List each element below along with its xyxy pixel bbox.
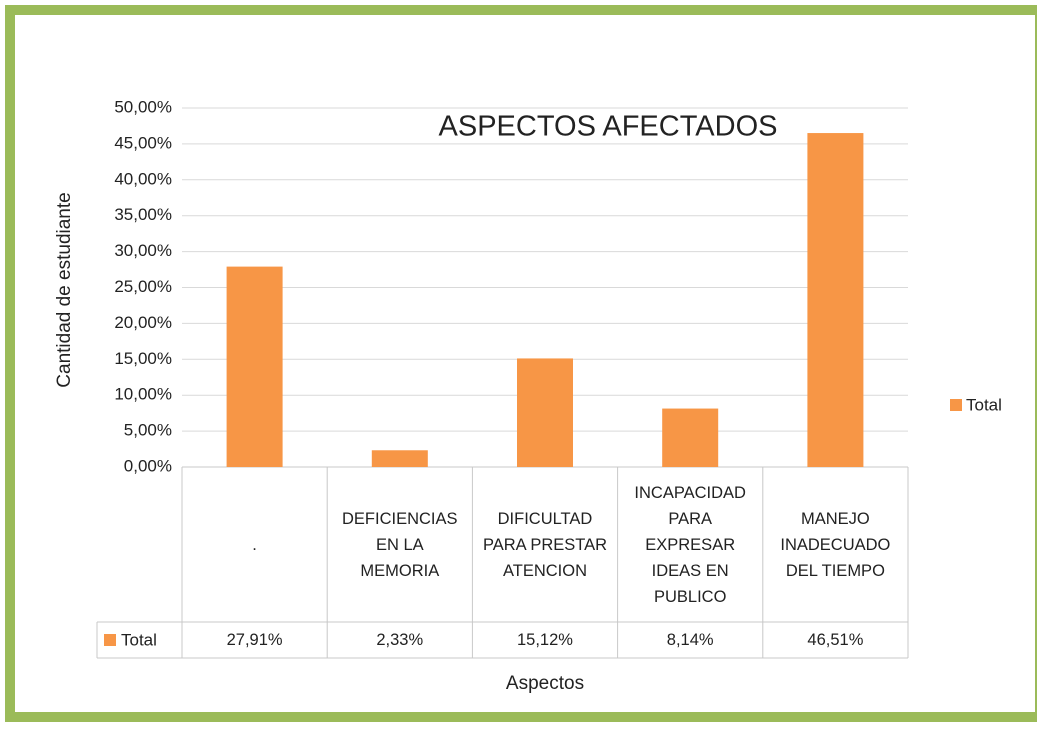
table-legend-key	[104, 634, 116, 646]
y-tick-label: 45,00%	[114, 133, 172, 152]
y-tick-label: 10,00%	[114, 385, 172, 404]
legend-key	[950, 399, 962, 411]
y-tick-label: 20,00%	[114, 313, 172, 332]
y-tick-label: 40,00%	[114, 169, 172, 188]
bar	[371, 450, 428, 467]
table-value: 46,51%	[807, 631, 864, 649]
table-value: 15,12%	[517, 631, 573, 649]
bar	[662, 408, 719, 467]
y-tick-label: 30,00%	[114, 241, 172, 260]
x-tick-label: MANEJO INADECUADO DEL TIEMPO	[780, 509, 891, 580]
y-tick-label: 15,00%	[114, 349, 172, 368]
x-tick-label: .	[252, 535, 257, 554]
bar	[807, 133, 864, 467]
x-tick-label: DEFICIENCIAS EN LA MEMORIA	[342, 509, 458, 580]
table-value: 8,14%	[666, 631, 714, 649]
y-axis-label: Cantidad de estudiante	[54, 192, 75, 387]
table-value: 27,91%	[226, 631, 283, 649]
chart-title: ASPECTOS AFECTADOS	[439, 111, 778, 143]
frame	[5, 5, 1037, 722]
y-tick-label: 5,00%	[124, 421, 172, 440]
bar	[517, 358, 573, 467]
x-axis-label: Aspectos	[506, 673, 584, 694]
x-tick-label: INCAPACIDAD PARA EXPRESAR IDEAS EN PUBLI…	[634, 483, 746, 606]
table-row-header: Total	[121, 630, 157, 649]
bar	[226, 266, 283, 467]
y-tick-label: 35,00%	[114, 205, 172, 224]
legend-label: Total	[966, 395, 1002, 414]
x-tick-label: DIFICULTAD PARA PRESTAR ATENCION	[482, 509, 608, 580]
y-tick-label: 25,00%	[114, 277, 172, 296]
y-tick-label: 0,00%	[124, 456, 172, 475]
y-tick-label: 50,00%	[114, 97, 172, 116]
table-value: 2,33%	[376, 631, 424, 649]
